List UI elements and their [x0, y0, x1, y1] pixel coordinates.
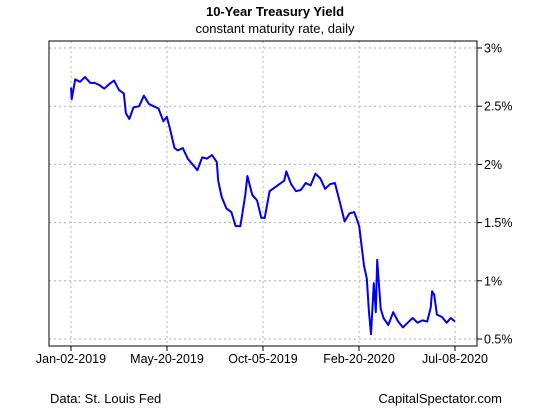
yield-series-line: [70, 76, 456, 336]
y-tick-label: 1%: [484, 274, 502, 288]
x-tick-label: Feb-20-2020: [323, 352, 395, 366]
x-tick-label: May-20-2019: [130, 352, 204, 366]
axis-ticks: Jan-02-2019 May-20-2019 Oct-05-2019 Feb-20-…: [36, 42, 513, 367]
y-tick-label: 2.5%: [484, 100, 513, 114]
y-tick-label: 3%: [484, 42, 502, 56]
y-tick-label: 1.5%: [484, 216, 513, 230]
chart-title: 10-Year Treasury Yield: [205, 4, 345, 19]
source-note: Data: St. Louis Fed: [50, 391, 162, 406]
chart-subtitle: constant maturity rate, daily: [195, 21, 355, 36]
credit-note: CapitalSpectator.com: [378, 391, 502, 406]
series-layer: [70, 76, 456, 336]
grid: [49, 41, 477, 346]
y-tick-label: 0.5%: [484, 333, 513, 347]
x-tick-label: Jul-08-2020: [422, 352, 488, 366]
x-tick-label: Oct-05-2019: [228, 352, 298, 366]
x-tick-label: Jan-02-2019: [36, 352, 106, 366]
y-tick-label: 2%: [484, 158, 502, 172]
